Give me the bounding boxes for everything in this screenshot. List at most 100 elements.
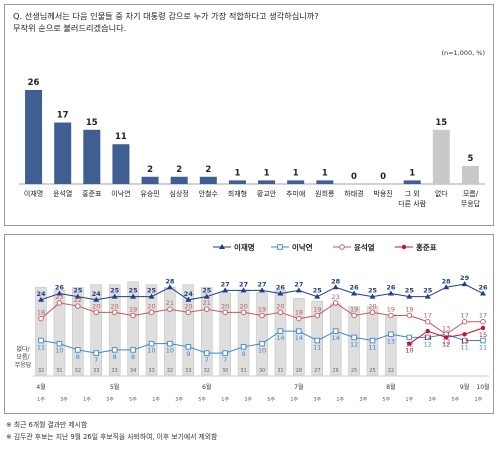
series-1-label-14: 14 (295, 334, 303, 342)
series-2-point-0 (38, 315, 44, 322)
bg-bar-value-19: 22 (388, 368, 394, 374)
bg-bar-value-16: 26 (332, 368, 338, 374)
series-2-label-20: 19 (405, 305, 413, 313)
x-label-16: 1주 (405, 397, 413, 403)
series-1-label-16: 14 (332, 334, 340, 342)
series-1-point-23 (461, 337, 468, 344)
series-0-point-1 (56, 290, 63, 296)
bar-category-0: 이재명 (24, 189, 43, 198)
series-1-point-17 (351, 334, 357, 341)
bar-value-15: 5 (467, 154, 473, 164)
bar-category-11: 하태경 (344, 189, 363, 198)
series-0-label-13: 26 (276, 284, 286, 292)
series-0-label-24: 26 (478, 284, 488, 292)
series-3-point-4 (480, 325, 486, 331)
legend-label-0: 이재명 (234, 242, 255, 252)
bg-bar-value-12: 30 (259, 368, 265, 374)
series-0-point-2 (74, 293, 81, 299)
bg-bar-9 (201, 287, 213, 376)
month-label-5: 9월 (460, 383, 469, 391)
bar-group-label: 없다/ (16, 345, 30, 353)
series-1-label-10: 7 (223, 356, 227, 364)
bar-category-9: 추미애 (286, 189, 305, 198)
bar-15 (461, 165, 479, 184)
bg-bar-1 (53, 289, 66, 376)
bar-5 (170, 176, 188, 184)
month-label-1: 5월 (110, 383, 119, 391)
series-1-label-23: 11 (460, 344, 468, 352)
series-1-label-2: 8 (76, 353, 80, 361)
series-0-point-17 (351, 290, 358, 296)
series-0-point-11 (240, 287, 247, 293)
bg-bar-17 (348, 306, 360, 376)
bg-bar-5 (127, 281, 139, 376)
series-2-point-9 (203, 306, 210, 312)
series-1-label-3: 7 (94, 356, 98, 364)
series-2-point-6 (148, 309, 155, 316)
series-0-label-14: 27 (294, 280, 303, 288)
bar-value-8: 1 (264, 168, 270, 178)
series-2-label-0: 18 (37, 309, 45, 317)
bar-category-2: 홍준표 (82, 189, 102, 198)
series-2-point-17 (351, 312, 357, 319)
x-label-10: 5주 (267, 397, 275, 403)
series-0-label-10: 27 (221, 280, 230, 288)
x-label-8: 1주 (221, 397, 229, 403)
series-0-point-8 (185, 296, 192, 302)
legend-label-2: 윤석열 (354, 242, 375, 252)
series-0-label-17: 26 (350, 284, 360, 292)
series-2-point-4 (111, 309, 118, 316)
month-label-0: 4월 (36, 383, 45, 391)
bg-bar-value-10: 30 (222, 368, 228, 374)
series-0-point-20 (406, 293, 413, 299)
bar-group-label-2: 무응답 (15, 362, 32, 369)
series-0-point-7 (166, 284, 173, 290)
bg-bar-value-7: 32 (167, 368, 173, 374)
bar-category-13-1: 다른 사람 (398, 199, 427, 208)
legend-label-3: 홍준표 (416, 242, 437, 252)
series-0-point-18 (369, 293, 376, 299)
x-label-9: 3주 (244, 397, 252, 403)
series-2-label-9: 21 (203, 299, 211, 307)
series-0-label-9: 25 (202, 287, 212, 295)
series-1-point-4 (111, 347, 118, 353)
footnote-2: ※ 김두관 후보는 지난 9월 26일 후보직을 사퇴하여, 이후 보기에서 제… (6, 433, 218, 441)
series-1-label-24: 11 (479, 344, 487, 352)
bar-category-1: 윤석열 (53, 189, 72, 198)
legend-marker-3 (401, 244, 407, 250)
series-2-point-8 (185, 309, 192, 316)
series-0-point-23 (461, 281, 468, 287)
bar-category-4: 유승민 (140, 189, 159, 198)
series-0-label-2: 25 (73, 287, 83, 295)
x-label-3: 3주 (106, 397, 114, 403)
bg-bar-value-13: 31 (277, 368, 283, 374)
series-2-label-24: 17 (479, 312, 487, 320)
bar-6 (199, 176, 217, 184)
series-0-label-20: 25 (405, 287, 415, 295)
bg-bar-12 (256, 292, 268, 376)
bar-category-13: 그 외 (405, 189, 420, 198)
series-1-label-22: 13 (442, 337, 450, 345)
bar-category-14: 없다 (435, 189, 448, 198)
series-0-label-3: 24 (92, 290, 102, 298)
x-label-2: 1주 (83, 397, 91, 403)
series-2-point-21 (425, 318, 431, 325)
question-line-1: Q. 선생님께서는 다음 인물들 중 차기 대통령 감으로 누가 가장 적합하다… (13, 11, 319, 21)
series-2-label-13: 20 (276, 302, 284, 310)
bg-bar-3 (90, 284, 102, 376)
series-1-point-12 (259, 340, 265, 347)
legend-marker-2 (339, 244, 345, 250)
bar-3 (112, 144, 130, 184)
series-1-point-1 (56, 340, 63, 347)
series-0-label-6: 25 (147, 287, 157, 295)
bar-value-14: 15 (435, 118, 447, 128)
bg-bar-6 (145, 284, 158, 376)
series-3-point-2 (443, 335, 449, 340)
bar-chart: 26이재명17윤석열15홍준표11이낙연2유승민2심상정2안철수1최재형1황교안… (19, 78, 485, 208)
series-2-label-10: 20 (221, 302, 229, 310)
series-1-label-17: 12 (350, 340, 358, 348)
series-0-label-15: 25 (313, 287, 323, 295)
series-0-point-21 (424, 293, 431, 299)
series-2-point-3 (93, 309, 99, 316)
bar-10 (316, 180, 334, 184)
